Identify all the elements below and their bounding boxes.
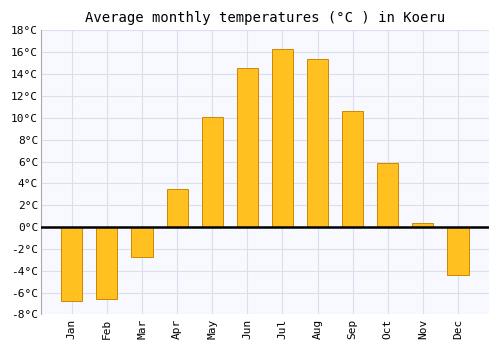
Bar — [202, 117, 223, 227]
Bar — [377, 163, 398, 227]
Bar — [342, 111, 363, 227]
Bar — [96, 227, 117, 299]
Bar — [272, 49, 293, 227]
Bar — [307, 59, 328, 227]
Bar — [132, 227, 152, 257]
Bar — [448, 227, 468, 275]
Bar — [412, 223, 434, 227]
Bar — [166, 189, 188, 227]
Bar — [237, 68, 258, 227]
Bar — [62, 227, 82, 301]
Title: Average monthly temperatures (°C ) in Koeru: Average monthly temperatures (°C ) in Ko… — [85, 11, 445, 25]
